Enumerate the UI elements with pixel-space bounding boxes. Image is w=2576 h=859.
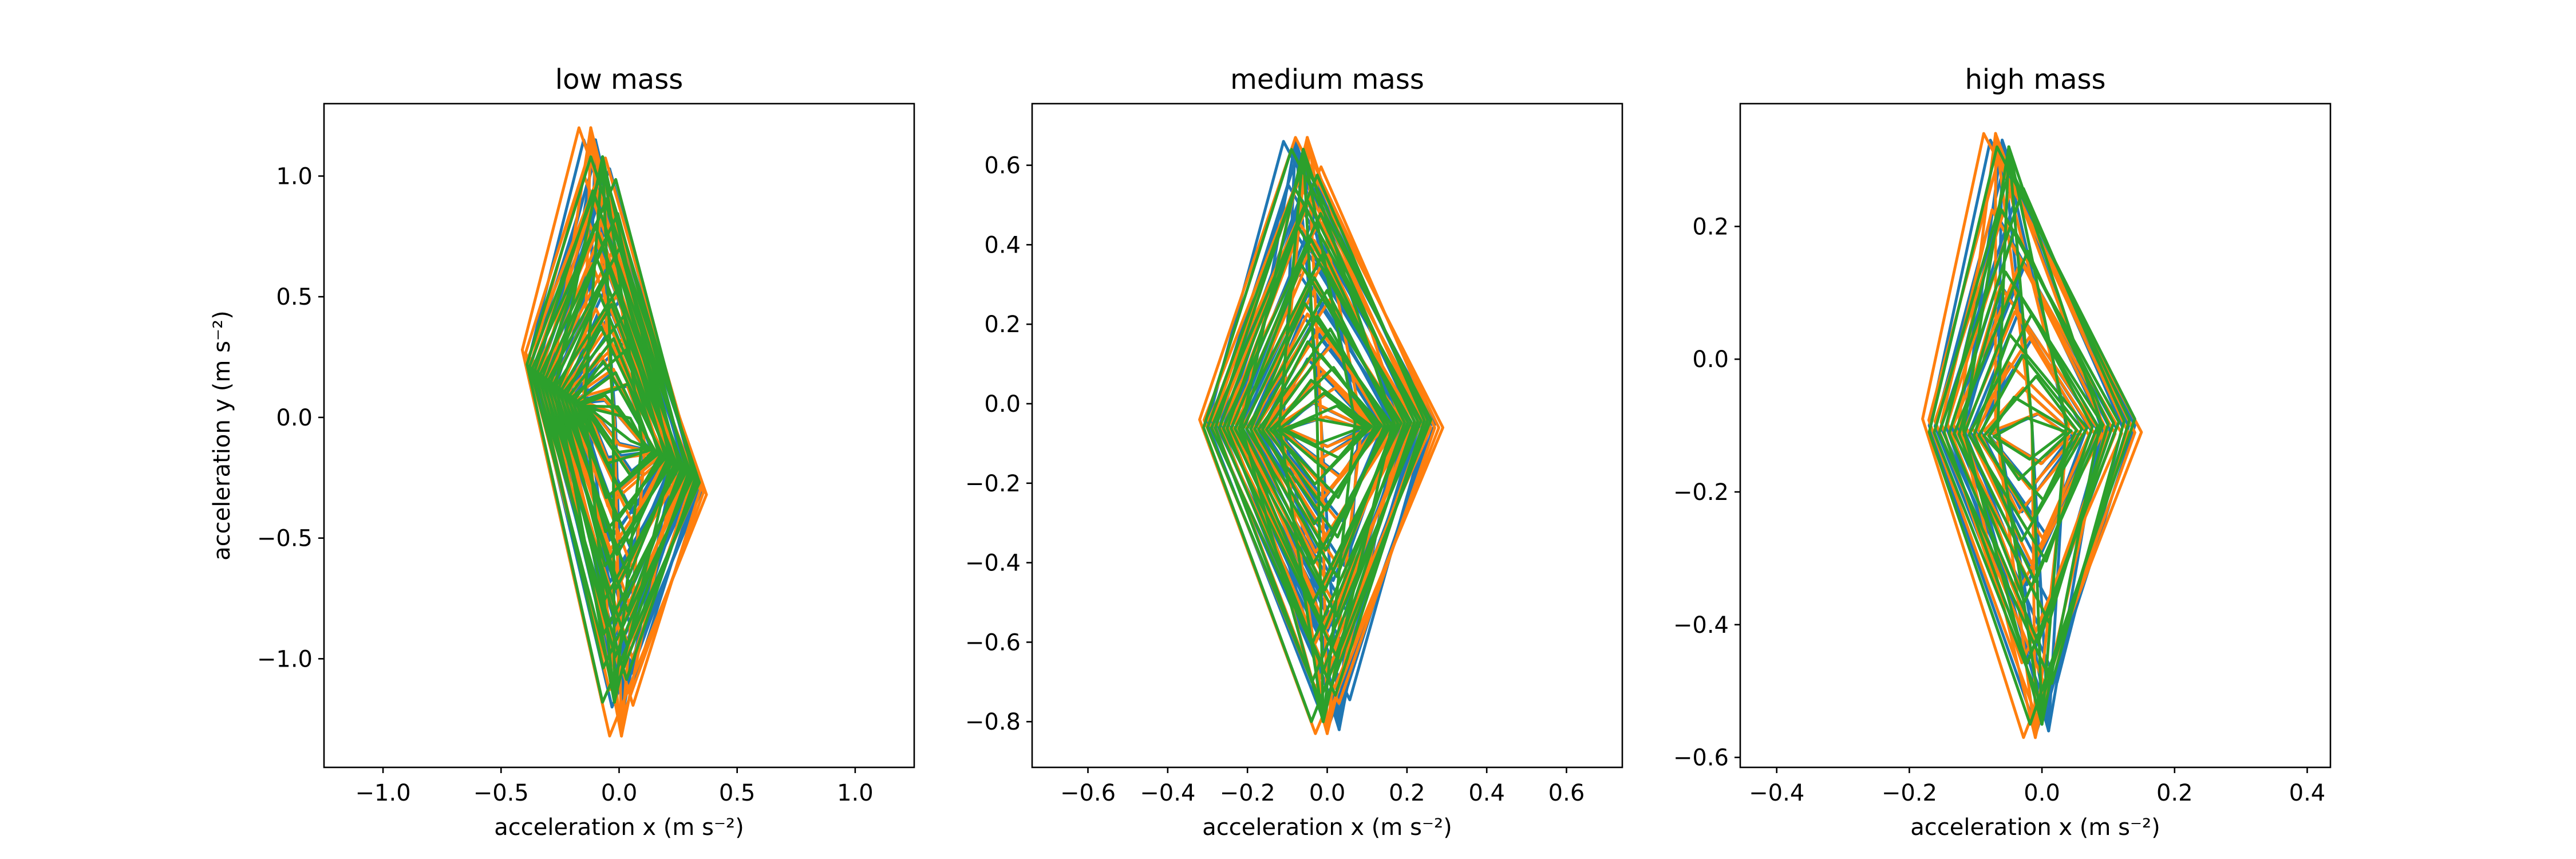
series-3-loop	[563, 314, 668, 545]
series-3-loop	[1938, 187, 2126, 685]
x-tick-label: 0.4	[1468, 780, 1505, 806]
y-tick-label: 0.6	[984, 153, 1021, 179]
y-tick-label: −0.4	[965, 550, 1021, 577]
series-3-loop	[552, 269, 678, 590]
x-tick-label: −0.2	[1882, 780, 1937, 806]
series-3-loop	[547, 246, 682, 613]
series-3-loop	[1234, 250, 1406, 618]
x-tick-label: −0.6	[1060, 780, 1116, 806]
series-3-loop	[534, 189, 694, 670]
series-3-loop	[568, 337, 663, 522]
series-3-loop	[1992, 416, 2068, 461]
panel-1: −1.0 −0.5 0.0 0.5 1.0 −1.0 −0.5 0.0 0.5 1.0 low ma…	[209, 64, 915, 841]
y-tick-label: 0.5	[276, 284, 313, 310]
x-tick-label: 0.6	[1548, 780, 1585, 806]
series-3-loop	[576, 371, 657, 488]
y-axis-label: acceleration y (m s⁻²)	[209, 310, 235, 560]
x-tick-label: 0.0	[2024, 780, 2060, 806]
x-tick-label: 0.2	[1389, 780, 1425, 806]
series-3-strand	[1240, 148, 1325, 723]
panel-3: −0.4 −0.2 0.0 0.2 0.4 −0.6 −0.4 −0.2 0.0 0.2 high …	[1673, 64, 2332, 841]
panel-title: high mass	[1965, 64, 2105, 96]
y-tick-label: 1.0	[276, 163, 313, 190]
series-1-loop	[1252, 300, 1395, 568]
y-tick-label: 0.0	[1692, 346, 1729, 373]
x-tick-label: −0.5	[473, 780, 529, 806]
series-3-strand	[1302, 148, 1325, 723]
y-tick-label: 0.0	[276, 405, 313, 431]
traces	[1921, 132, 2143, 739]
x-tick-label: 0.0	[1309, 780, 1346, 806]
x-tick-label: −0.4	[1140, 780, 1195, 806]
series-3-loop	[526, 155, 701, 704]
x-tick-label: −0.2	[1220, 780, 1275, 806]
y-tick-label: −0.2	[1673, 479, 1729, 506]
y-tick-label: 0.0	[984, 391, 1021, 417]
series-3-loop	[560, 303, 671, 556]
y-tick-label: 0.2	[984, 312, 1021, 338]
x-tick-label: 0.5	[719, 780, 756, 806]
y-tick-label: −0.8	[965, 709, 1021, 735]
series-3-strand	[1278, 148, 1325, 723]
y-tick-label: 0.2	[1692, 214, 1729, 240]
x-tick-label: 1.0	[837, 780, 874, 806]
series-3-strand	[1996, 145, 2044, 726]
traces	[520, 126, 708, 738]
series-3-strand	[2007, 145, 2068, 726]
series-3-loop	[1927, 145, 2136, 726]
x-tick-label: −1.0	[355, 780, 411, 806]
series-3-strand	[2007, 145, 2044, 726]
y-tick-label: −0.6	[1673, 745, 1729, 771]
series-3-strand	[601, 155, 616, 704]
traces	[1198, 136, 1445, 735]
series-3-loop	[1210, 174, 1426, 697]
series-3-loop	[1245, 289, 1396, 578]
series-3-loop	[579, 383, 654, 476]
y-tick-label: −0.6	[965, 629, 1021, 656]
y-tick-label: −0.5	[257, 526, 313, 552]
x-tick-label: −0.4	[1749, 780, 1804, 806]
panel-2: −0.6 −0.4 −0.2 0.0 0.2 0.4 0.6 −0.8 −0.6 −0.4 −0.2…	[965, 64, 1623, 841]
x-tick-label: 0.4	[2289, 780, 2326, 806]
x-axis-label: acceleration x (m s⁻²)	[1910, 814, 2160, 841]
series-3-loop	[558, 291, 673, 568]
panel-title: medium mass	[1230, 64, 1424, 96]
y-tick-label: −0.4	[1673, 612, 1729, 639]
x-tick-label: 0.2	[2156, 780, 2193, 806]
series-3-strand	[2007, 145, 2102, 726]
series-3-strand	[601, 155, 673, 704]
series-3-loop	[1967, 312, 2094, 563]
series-3-strand	[554, 155, 616, 704]
panel-title: low mass	[555, 64, 683, 96]
series-3-loop	[1942, 208, 2120, 665]
series-3-strand	[1302, 148, 1394, 723]
y-tick-label: 0.4	[984, 232, 1021, 258]
x-axis-label: acceleration x (m s⁻²)	[494, 814, 744, 841]
y-tick-label: −0.2	[965, 471, 1021, 497]
series-3-loop	[1285, 417, 1364, 447]
series-3-strand	[583, 155, 616, 704]
y-tick-label: −1.0	[257, 646, 313, 672]
series-3-strand	[1962, 145, 2044, 726]
series-3-strand	[601, 155, 643, 704]
plot-frame	[1739, 103, 2332, 769]
series-3-loop	[1273, 379, 1373, 486]
series-3-strand	[1302, 148, 1357, 723]
series-3-loop	[531, 178, 697, 681]
series-3-loop	[571, 348, 661, 511]
x-axis-label: acceleration x (m s⁻²)	[1202, 814, 1452, 841]
x-tick-label: 0.0	[601, 780, 638, 806]
series-3-loop	[1962, 291, 2099, 583]
